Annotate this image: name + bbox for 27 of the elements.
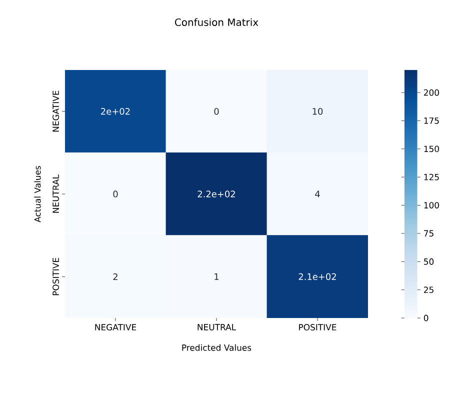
chart-title: Confusion Matrix — [175, 18, 258, 26]
color-bar-label: 75 — [424, 230, 434, 237]
color-bar-label: 25 — [424, 286, 434, 294]
x-tick-label: POSITIVE — [299, 324, 336, 330]
data-label: 1 — [214, 273, 219, 280]
data-label: 0 — [113, 190, 118, 198]
data-label: 4 — [315, 190, 320, 198]
data-label: 2 — [113, 273, 118, 280]
y-tick-label: POSITIVE — [52, 258, 59, 296]
y-tick-label: NEUTRAL — [52, 174, 59, 213]
data-label: 2.2e+02 — [198, 190, 235, 198]
color-bar-label: 100 — [424, 202, 439, 208]
color-bar-label: 125 — [424, 174, 439, 180]
x-tick-label: NEGATIVE — [95, 324, 136, 330]
color-bar-label: 200 — [424, 89, 439, 96]
color-bar-label: 175 — [424, 118, 439, 124]
color-bar-label: 0 — [424, 314, 428, 322]
color-bar-label: 150 — [424, 146, 439, 152]
x-axis-title: Predicted Values — [182, 344, 252, 351]
color-bar-label: 50 — [424, 258, 434, 265]
data-label: 2.1e+02 — [298, 273, 336, 280]
data-label: 10 — [312, 108, 323, 115]
x-tick-label: NEUTRAL — [198, 324, 236, 330]
y-tick-label: NEGATIVE — [52, 90, 59, 132]
data-label: 0 — [214, 108, 219, 115]
data-label: 2e+02 — [101, 108, 130, 115]
y-axis-title: Actual Values — [34, 166, 41, 222]
